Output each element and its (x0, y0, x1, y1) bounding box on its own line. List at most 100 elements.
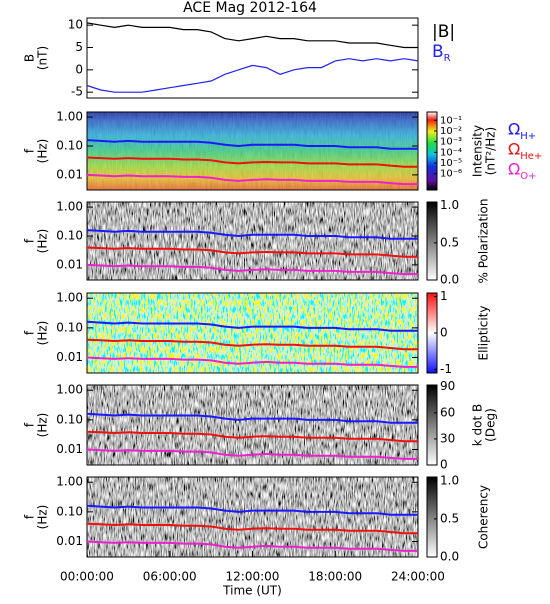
legend-label: Ω (508, 120, 520, 139)
colorbar (426, 384, 438, 466)
spectrogram-image (87, 293, 418, 373)
y-tick-label: 0.01 (56, 442, 83, 456)
y-tick-label: 0.10 (56, 320, 83, 334)
spectrogram (87, 202, 418, 280)
y-axis-label: f (23, 514, 37, 519)
colorbar-tick-label: 10⁻⁶ (440, 169, 462, 180)
spectrogram (87, 385, 418, 465)
colorbar-label: % Polarization (477, 199, 491, 284)
y-axis-label: (Hz) (36, 321, 50, 346)
spectrogram (87, 477, 418, 557)
spectrogram-image (87, 477, 418, 557)
x-tick-label: 24:00:00 (391, 570, 445, 584)
spectrogram-image (87, 385, 418, 465)
colorbar-tick-label: 10⁻³ (440, 137, 462, 148)
plot-frame (86, 111, 419, 191)
legend-label: B (432, 42, 444, 62)
colorbar-tick-label: 10⁻⁵ (440, 158, 462, 169)
colorbar-label: Intensity (471, 125, 485, 177)
spectrogram-image (87, 202, 418, 280)
y-axis-label: B (23, 54, 37, 62)
series-line (86, 229, 418, 240)
legend-subscript: R (444, 53, 451, 64)
series-line (86, 540, 418, 552)
y-tick-label: 1.00 (56, 291, 83, 305)
colorbar-tick-label: 0.5 (440, 235, 459, 249)
legend-label: Ω (508, 140, 520, 159)
y-tick-label: 0.01 (56, 534, 83, 548)
y-tick-label: -5 (71, 85, 83, 99)
y-axis-label: (Hz) (36, 229, 50, 254)
y-tick-label: 0.01 (56, 167, 83, 181)
y-axis-label: (Hz) (36, 505, 50, 530)
series-line (86, 58, 419, 93)
chart-title: ACE Mag 2012-164 (183, 0, 317, 16)
colorbar-label: Ellipticity (477, 306, 491, 361)
colorbar-tick-label: 10⁻⁴ (440, 147, 462, 158)
colorbar-label: k dot B (471, 404, 485, 446)
y-tick-label: 1.00 (56, 200, 83, 214)
colorbar-tick-label: 0.0 (440, 550, 459, 564)
legend-subscript: H+ (520, 131, 536, 142)
y-tick-label: 0.10 (56, 504, 83, 518)
series-line (86, 430, 418, 443)
x-tick-label: 18:00:00 (308, 570, 362, 584)
y-tick-label: 0.10 (56, 138, 83, 152)
colorbar (426, 476, 438, 558)
y-axis-label: (Hz) (36, 139, 50, 164)
spectrogram (87, 293, 418, 373)
y-axis-label: f (23, 422, 37, 427)
spectrogram (87, 112, 418, 190)
colorbar-tick-label: 0.0 (440, 273, 459, 287)
spectrogram-texture (87, 112, 418, 190)
colorbar-tick-label: 90 (440, 379, 455, 393)
y-tick-label: 0.10 (56, 228, 83, 242)
series-line (86, 320, 418, 332)
colorbar-tick-label: 60 (440, 405, 455, 419)
series-line (86, 522, 418, 535)
legend-subscript: O+ (520, 171, 536, 182)
legend-label: Ω (508, 160, 520, 179)
legend-subscript: He+ (520, 151, 542, 162)
series-line (86, 338, 418, 351)
plot-frame (86, 384, 419, 466)
colorbar-tick-label: 30 (440, 431, 455, 445)
colorbar-tick-label: -1 (440, 362, 452, 376)
x-tick-label: 00:00:00 (60, 570, 114, 584)
y-tick-label: 0.01 (56, 350, 83, 364)
series-line (86, 412, 418, 424)
colorbar-tick-label: 0 (440, 326, 448, 340)
y-tick-label: 5 (75, 40, 83, 54)
colorbar (426, 201, 438, 281)
colorbar-label: (Deg) (484, 408, 498, 442)
y-tick-label: 1.00 (56, 475, 83, 489)
series-line (86, 356, 418, 368)
y-tick-label: 0.10 (56, 412, 83, 426)
legend-label: |B| (432, 22, 455, 42)
series-line (86, 139, 418, 150)
series-line (86, 263, 418, 276)
series-line (86, 504, 418, 516)
y-axis-label: f (23, 238, 37, 243)
y-axis-label: f (23, 148, 37, 153)
plot-frame (86, 201, 419, 281)
y-axis-label: (nT) (36, 46, 50, 70)
y-tick-label: 0.01 (56, 257, 83, 271)
colorbar-tick-label: 0.5 (440, 511, 459, 525)
colorbar-tick-label: 1.0 (440, 198, 459, 212)
y-tick-label: 0 (75, 62, 83, 76)
colorbar (426, 111, 438, 191)
y-axis-label: f (23, 330, 37, 335)
series-line (86, 448, 418, 460)
series-line (86, 173, 418, 186)
series-line (86, 156, 418, 168)
colorbar-tick-label: 1.0 (440, 473, 459, 487)
colorbar-label: Coherency (477, 485, 491, 549)
colorbar-tick-label: 10⁻¹ (440, 115, 462, 126)
colorbar-label: (nT²/Hz) (484, 127, 498, 175)
y-tick-label: 1.00 (56, 383, 83, 397)
x-axis-label: Time (UT) (222, 584, 282, 598)
colorbar-tick-label: 0 (440, 458, 448, 472)
y-tick-label: 10 (68, 18, 83, 32)
